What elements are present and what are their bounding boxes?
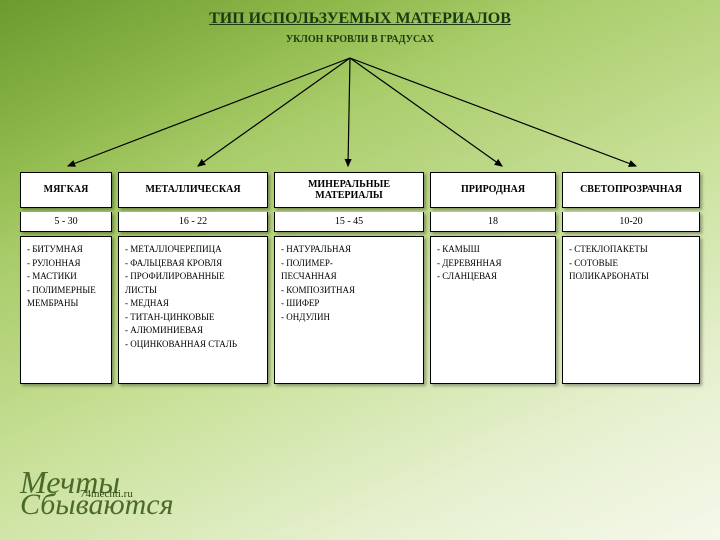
logo-url: 74mechti.ru	[80, 490, 133, 500]
col-header: МЕТАЛЛИЧЕСКАЯ	[118, 172, 268, 208]
col-range: 18	[430, 212, 556, 232]
col-range: 10-20	[562, 212, 700, 232]
col-header: МИНЕРАЛЬНЫЕ МАТЕРИАЛЫ	[274, 172, 424, 208]
col-range: 15 - 45	[274, 212, 424, 232]
range-row: 5 - 30 16 - 22 15 - 45 18 10-20	[20, 212, 700, 232]
col-items: - НАТУРАЛЬНАЯ - ПОЛИМЕР- ПЕСЧАННАЯ - КОМ…	[274, 236, 424, 384]
body-row: - БИТУМНАЯ - РУЛОННАЯ - МАСТИКИ - ПОЛИМЕ…	[20, 236, 700, 384]
materials-table: МЯГКАЯ МЕТАЛЛИЧЕСКАЯ МИНЕРАЛЬНЫЕ МАТЕРИА…	[20, 172, 700, 384]
col-header: ПРИРОДНАЯ	[430, 172, 556, 208]
header-row: МЯГКАЯ МЕТАЛЛИЧЕСКАЯ МИНЕРАЛЬНЫЕ МАТЕРИА…	[20, 172, 700, 208]
col-header: МЯГКАЯ	[20, 172, 112, 208]
col-items: - КАМЫШ - ДЕРЕВЯННАЯ - СЛАНЦЕВАЯ	[430, 236, 556, 384]
footer-logo: Мечты 74mechti.ru Сбываются	[20, 468, 174, 518]
page-subtitle: УКЛОН КРОВЛИ В ГРАДУСАХ	[0, 34, 720, 45]
col-items: - МЕТАЛЛОЧЕРЕПИЦА - ФАЛЬЦЕВАЯ КРОВЛЯ - П…	[118, 236, 268, 384]
branch-arrows	[0, 50, 720, 180]
page-title: ТИП ИСПОЛЬЗУЕМЫХ МАТЕРИАЛОВ	[0, 0, 720, 28]
col-items: - БИТУМНАЯ - РУЛОННАЯ - МАСТИКИ - ПОЛИМЕ…	[20, 236, 112, 384]
col-items: - СТЕКЛОПАКЕТЫ - СОТОВЫЕ ПОЛИКАРБОНАТЫ	[562, 236, 700, 384]
col-range: 16 - 22	[118, 212, 268, 232]
col-header: СВЕТОПРОЗРАЧНАЯ	[562, 172, 700, 208]
col-range: 5 - 30	[20, 212, 112, 232]
